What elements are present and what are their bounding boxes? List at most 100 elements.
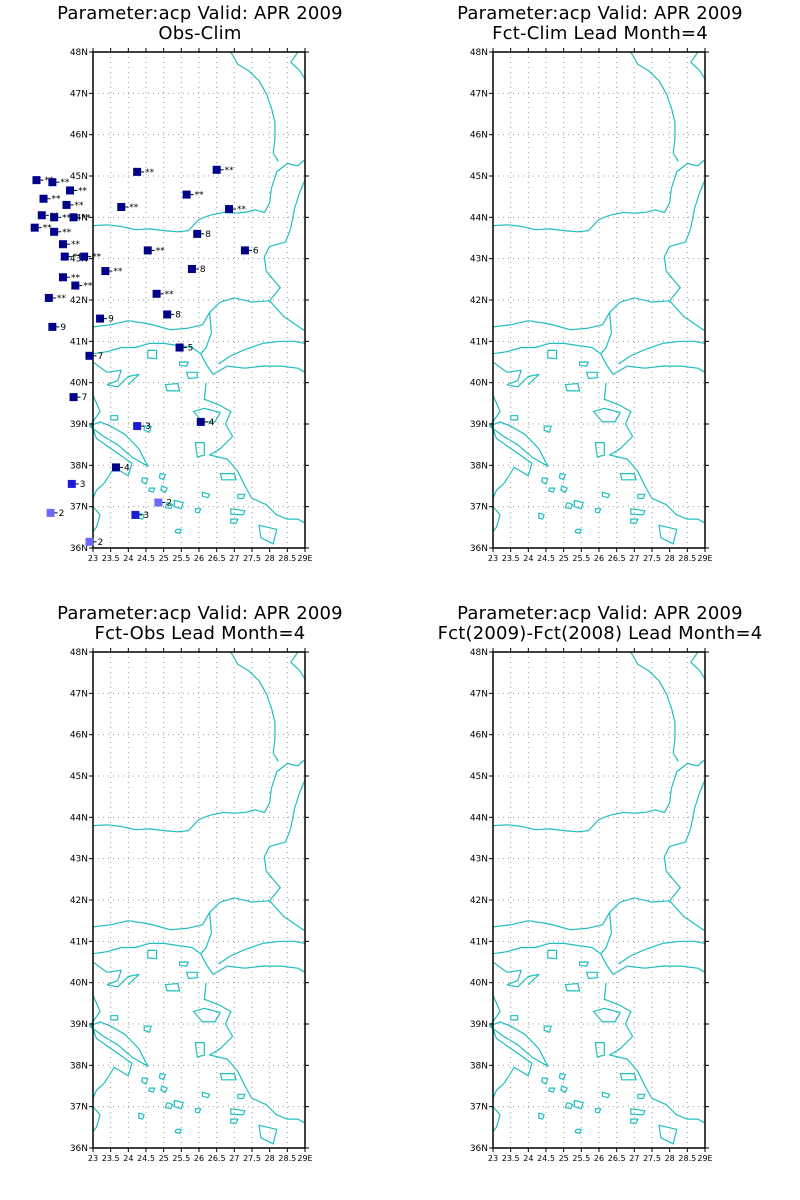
lon-tick-label: 24.5 (537, 1154, 555, 1163)
island (164, 982, 181, 992)
island (594, 1108, 602, 1114)
lon-tick-label: 28.5 (678, 554, 696, 563)
station-value-label: 7 (82, 393, 88, 403)
island (186, 971, 198, 980)
coastline (669, 300, 706, 332)
island (586, 971, 598, 980)
coastline (663, 179, 706, 302)
lon-tick-label: 23 (88, 554, 98, 563)
station-value-label: 8 (200, 265, 206, 275)
island (630, 508, 646, 516)
map-canvas: 36N 37N 38N 39N 40N 41N 42N 43N 44N 45N 46N 47N 48N 2… (470, 648, 713, 1163)
lon-tick-label: 27.5 (643, 554, 661, 563)
island (488, 421, 549, 467)
lat-tick-label: 46N (70, 131, 88, 141)
coastline (218, 940, 306, 965)
coastline (290, 51, 306, 80)
lat-tick-label: 44N (70, 213, 88, 223)
coastline (618, 340, 706, 365)
map-panel-fct-clim: Parameter:acp Valid: APR 2009 Fct-Clim L… (400, 0, 800, 600)
lat-tick-label: 37N (70, 503, 88, 513)
lat-tick-label: 47N (470, 89, 488, 99)
island (194, 508, 202, 514)
lon-tick-label: 24 (523, 554, 533, 563)
island (164, 501, 174, 510)
panel-subtitle: Obs-Clim (158, 23, 242, 44)
island (543, 1025, 552, 1033)
station-marker (182, 190, 191, 199)
station-value-label: 3 (80, 480, 86, 490)
coastline (230, 51, 280, 162)
lon-tick-label: 27.5 (243, 1154, 261, 1163)
island (160, 1085, 168, 1093)
lat-tick-label: 38N (470, 1061, 488, 1071)
station-value-label: ** (83, 282, 93, 292)
lon-tick-label: 26.5 (208, 554, 226, 563)
island (179, 361, 189, 367)
lon-tick-label: 28 (265, 554, 275, 563)
lat-tick-label: 39N (70, 1020, 88, 1030)
station-marker (85, 351, 94, 360)
lon-tick-label: 29E (297, 554, 312, 563)
lat-tick-label: 42N (470, 896, 488, 906)
island (194, 1042, 205, 1058)
lon-tick-label: 28 (265, 1154, 275, 1163)
island (560, 1085, 568, 1093)
station-marker (44, 293, 53, 302)
station-value-label: ** (82, 213, 92, 223)
lat-tick-label: 45N (70, 172, 88, 182)
coastline (212, 365, 306, 375)
lon-tick-label: 26.5 (208, 1154, 226, 1163)
coastline (92, 897, 270, 931)
lat-tick-label: 44N (70, 813, 88, 823)
lon-tick-label: 23.5 (102, 1154, 120, 1163)
map-panel-fct-diff: Parameter:acp Valid: APR 2009 Fct(2009)-… (400, 600, 800, 1200)
map-panel-obs-clim: Parameter:acp Valid: APR 2009 Obs-Clim 3… (0, 0, 400, 600)
panel-subtitle: Fct(2009)-Fct(2008) Lead Month=4 (437, 623, 763, 644)
island (564, 501, 574, 510)
coastline (92, 342, 214, 375)
coastline (218, 340, 306, 365)
lon-tick-label: 23.5 (502, 1154, 520, 1163)
station-marker (58, 273, 67, 282)
island (619, 473, 637, 481)
coastline (92, 361, 140, 388)
lon-tick-label: 27 (229, 554, 239, 563)
island (88, 1021, 149, 1067)
station-value-label: ** (57, 294, 66, 304)
island (88, 421, 149, 467)
station-marker (80, 252, 89, 261)
island (564, 382, 581, 392)
station-marker (32, 176, 41, 185)
station-value-label: ** (62, 213, 71, 223)
lat-lon-grid (493, 652, 705, 1148)
lat-tick-label: 42N (70, 896, 88, 906)
island (173, 1099, 184, 1110)
station-marker (193, 229, 202, 238)
lat-tick-label: 43N (70, 855, 88, 865)
island (510, 415, 519, 421)
coastline (200, 312, 212, 355)
station-value-label: ** (73, 253, 83, 263)
lon-tick-label: 25 (559, 554, 569, 563)
lon-tick-label: 28 (665, 554, 675, 563)
lat-tick-label: 44N (470, 213, 488, 223)
station-marker (71, 281, 80, 290)
lat-tick-label: 37N (470, 503, 488, 513)
island (579, 361, 589, 367)
station-value-label: ** (71, 273, 81, 283)
island (637, 493, 646, 499)
coastline (603, 382, 706, 524)
lat-tick-label: 46N (70, 731, 88, 741)
lat-tick-label: 36N (70, 544, 88, 554)
lon-tick-label: 25 (559, 1154, 569, 1163)
coastline (618, 940, 706, 965)
coastline (92, 297, 270, 331)
lon-tick-label: 25 (159, 1154, 169, 1163)
island (560, 485, 568, 493)
coastline (690, 51, 706, 80)
island (573, 1099, 584, 1110)
station-marker (117, 203, 126, 211)
station-value-label: ** (52, 195, 62, 205)
coastline (90, 394, 133, 499)
